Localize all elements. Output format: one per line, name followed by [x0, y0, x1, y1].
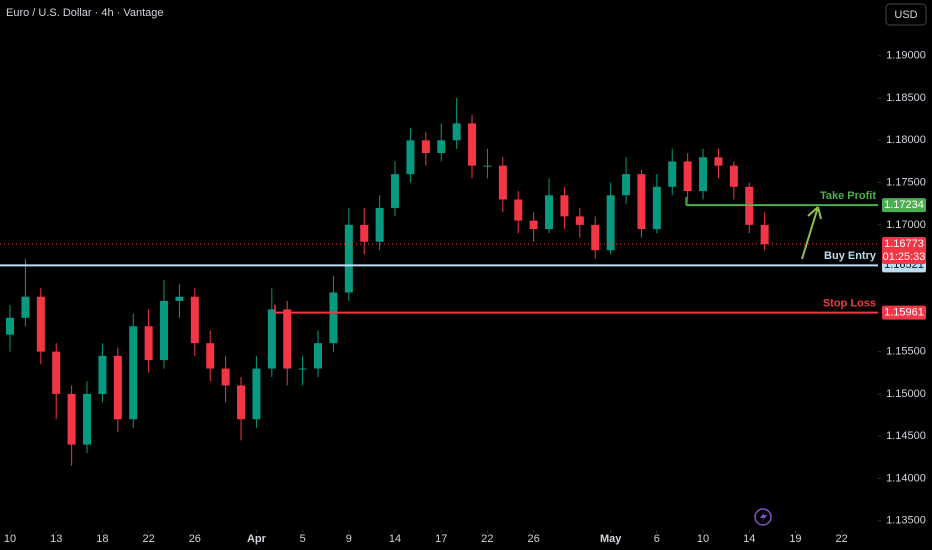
candle-body — [36, 296, 45, 352]
candle-body — [252, 368, 261, 420]
level-price-box — [882, 198, 926, 213]
candle-body — [160, 300, 169, 361]
y-tick-label: 1.18500 — [886, 92, 926, 104]
candle-body — [329, 292, 338, 344]
x-tick-label: 26 — [189, 533, 201, 545]
lightning-glyph — [760, 511, 767, 523]
last-price-box — [882, 237, 926, 265]
candle-body — [729, 165, 738, 187]
y-tick-label: 1.14000 — [886, 472, 926, 484]
countdown: 01:25:33 — [883, 251, 926, 263]
candle-body — [6, 317, 15, 335]
x-tick-label: 13 — [50, 533, 62, 545]
candle-body — [622, 174, 631, 196]
candle-body — [606, 195, 615, 251]
x-tick-label: 19 — [789, 533, 801, 545]
x-tick-label: 14 — [743, 533, 755, 545]
candle-body — [391, 174, 400, 208]
x-tick-label: 26 — [528, 533, 540, 545]
currency[interactable]: USD — [894, 9, 917, 21]
x-tick-label: 18 — [96, 533, 108, 545]
target-arrow — [801, 206, 822, 260]
candle-body — [298, 368, 307, 370]
level-name: Take Profit — [820, 190, 876, 202]
candle-body — [575, 216, 584, 225]
candle-body — [129, 326, 138, 420]
candle-body — [98, 355, 107, 394]
level-price: 1.17234 — [884, 199, 924, 211]
candle-body — [360, 224, 369, 242]
x-tick-label: Apr — [247, 533, 267, 545]
candle-body — [52, 351, 61, 394]
x-tick-label: 10 — [697, 533, 709, 545]
y-tick-label: 1.19000 — [886, 50, 926, 62]
candle-body — [668, 161, 677, 187]
candle-body — [468, 123, 477, 166]
x-tick-label: 5 — [300, 533, 306, 545]
y-tick-label: 1.17500 — [886, 176, 926, 188]
level-name: Buy Entry — [824, 250, 877, 262]
x-tick-label: 10 — [4, 533, 16, 545]
candle-body — [437, 140, 446, 153]
candle-body — [652, 186, 661, 230]
candle-body — [375, 207, 384, 242]
candle-body — [267, 309, 276, 369]
candle-body — [545, 195, 554, 230]
candle-body — [283, 309, 292, 369]
candle-body — [421, 140, 430, 153]
y-tick-label: 1.15500 — [886, 346, 926, 358]
y-tick-label: 1.14500 — [886, 430, 926, 442]
candle-body — [514, 199, 523, 221]
candle-body — [591, 224, 600, 251]
y-tick-label: 1.15000 — [886, 388, 926, 400]
candle-body — [344, 224, 353, 293]
candle-body — [113, 355, 122, 420]
currency-button[interactable] — [885, 3, 927, 26]
last-price: 1.16773 — [884, 238, 924, 250]
candle-body — [560, 195, 569, 217]
chart-title: Euro / U.S. Dollar · 4h · Vantage — [6, 7, 164, 19]
candle-body — [237, 385, 246, 420]
candle-body — [314, 343, 323, 369]
candle-body — [190, 296, 199, 344]
candle-body — [406, 140, 415, 175]
x-tick-label: 22 — [836, 533, 848, 545]
x-tick-label: 17 — [435, 533, 447, 545]
candle-body — [175, 296, 184, 301]
candle-body — [637, 174, 646, 230]
candle-body — [67, 393, 76, 445]
y-tick-label: 1.13500 — [886, 515, 926, 527]
y-tick-label: 1.18000 — [886, 134, 926, 146]
candle-body — [206, 343, 215, 369]
candle-body — [529, 220, 538, 230]
x-tick-label: 22 — [142, 533, 154, 545]
candle-body — [83, 393, 92, 445]
candle-body — [760, 224, 769, 245]
candle-body — [714, 157, 723, 166]
level-price: 1.15961 — [884, 307, 924, 319]
x-tick-label: 14 — [389, 533, 401, 545]
y-tick-label: 1.17000 — [886, 219, 926, 231]
candle-body — [498, 165, 507, 200]
lightning-icon[interactable] — [754, 508, 772, 526]
candle-body — [21, 296, 30, 318]
x-tick-label: May — [600, 533, 622, 545]
x-tick-label: 6 — [654, 533, 660, 545]
candle-body — [683, 161, 692, 192]
candle-body — [452, 123, 461, 141]
x-tick-label: 22 — [481, 533, 493, 545]
candle-body — [144, 326, 153, 361]
level-name: Stop Loss — [823, 298, 876, 310]
candle-body — [699, 157, 708, 192]
candle-body — [221, 368, 230, 386]
level-price-box — [882, 305, 926, 320]
candle-body — [483, 165, 492, 167]
x-tick-label: 9 — [346, 533, 352, 545]
